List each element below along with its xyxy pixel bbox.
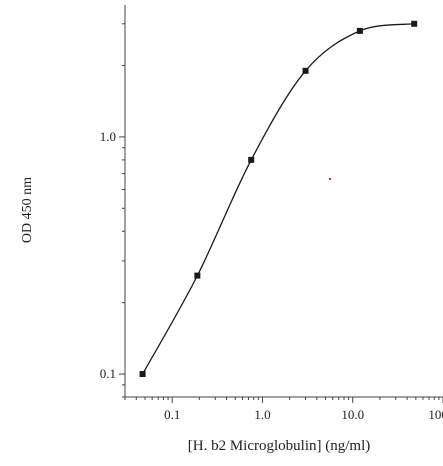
axes xyxy=(124,5,443,398)
data-point xyxy=(356,27,363,34)
data-markers xyxy=(139,20,418,378)
data-point xyxy=(411,20,418,27)
data-point xyxy=(194,272,201,279)
x-tick-label: 100.0 xyxy=(428,407,443,422)
y-ticks xyxy=(119,23,125,398)
y-tick-labels: 0.1 1.0 xyxy=(100,129,116,381)
series-line xyxy=(142,23,415,375)
x-tick-label: 0.1 xyxy=(164,407,180,422)
y-tick-label: 0.1 xyxy=(100,366,116,381)
x-axis-label: [H. b2 Microglobulin] (ng/ml) xyxy=(188,438,370,454)
y-tick-label: 1.0 xyxy=(100,129,116,144)
x-tick-label: 1.0 xyxy=(254,407,270,422)
data-point xyxy=(302,67,309,74)
data-point xyxy=(139,371,146,378)
x-ticks xyxy=(124,397,443,403)
stray-mark xyxy=(329,178,331,180)
y-axis-label: OD 450 nm xyxy=(20,177,35,243)
x-tick-labels: 0.1 1.0 10.0 100.0 xyxy=(164,407,443,422)
x-tick-label: 10.0 xyxy=(341,407,364,422)
data-point xyxy=(248,156,255,163)
